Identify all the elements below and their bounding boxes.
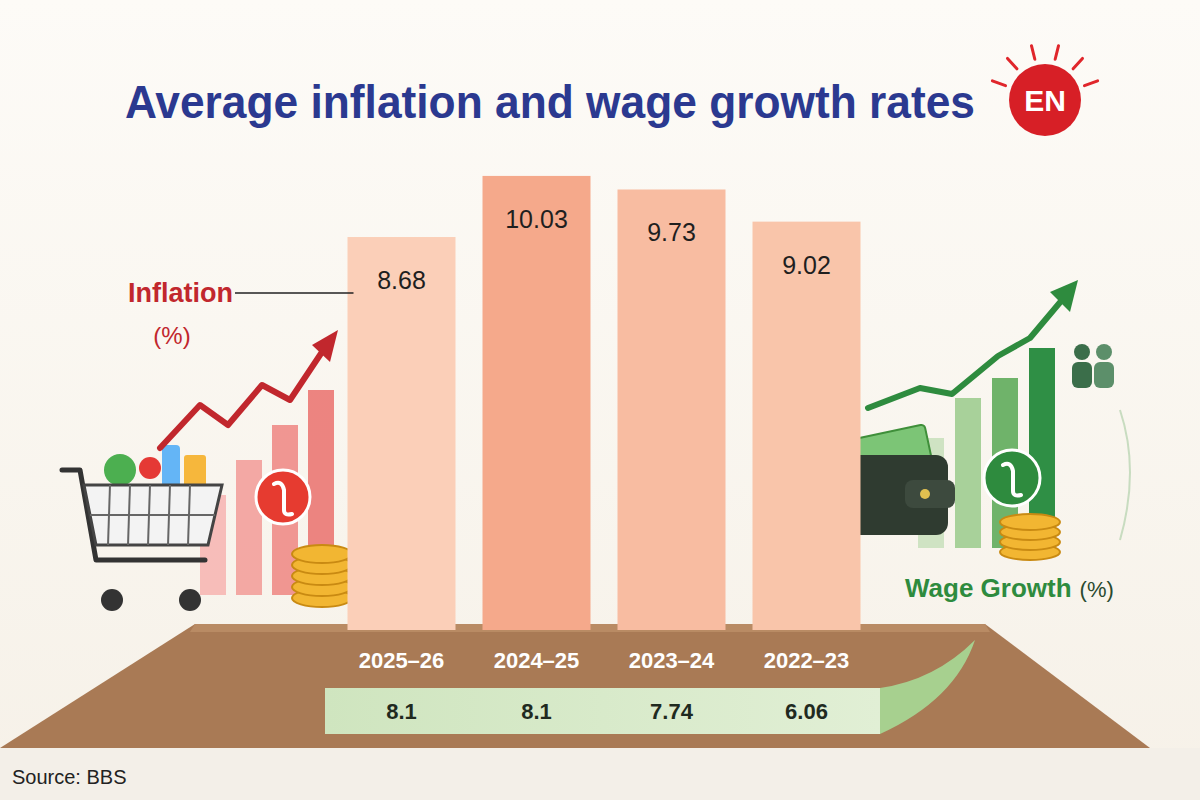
logo-ray: [1008, 58, 1017, 68]
grocery: [139, 457, 161, 479]
bar: [753, 222, 861, 630]
currency-icon: [984, 450, 1040, 506]
currency-icon: [256, 470, 310, 524]
wage-value: 6.06: [785, 699, 828, 724]
value-strip: [325, 688, 880, 734]
logo: EN: [992, 46, 1097, 136]
person: [1096, 344, 1112, 360]
logo-ray: [1084, 81, 1097, 86]
data-label: 10.03: [505, 205, 568, 233]
bars: [348, 176, 861, 630]
data-label: 8.68: [377, 266, 426, 294]
bar: [348, 237, 456, 630]
wallet-clasp: [905, 480, 955, 508]
logo-ray: [992, 81, 1005, 86]
logo-ray: [1055, 46, 1058, 60]
source: Source: BBS: [12, 766, 127, 788]
coin: [1000, 514, 1060, 530]
cart-wheel: [179, 589, 201, 611]
wage-row: 8.1 8.1 7.74 6.06 Wage Growth (%): [386, 573, 1114, 724]
deco-bar: [236, 460, 262, 595]
wage-value: 8.1: [521, 699, 552, 724]
data-label: 9.02: [782, 251, 831, 279]
deco-bar: [955, 398, 981, 548]
category-label: 2024–25: [494, 648, 580, 673]
data-label: 9.73: [647, 218, 696, 246]
inflation-decoration: [62, 330, 352, 611]
currency-glyph: [274, 483, 292, 515]
wage-value: 7.74: [650, 699, 694, 724]
trend-arrowhead: [312, 330, 338, 362]
person: [1074, 344, 1090, 360]
strip-swoosh: [880, 640, 975, 734]
category-label: 2025–26: [359, 648, 445, 673]
person: [1094, 362, 1114, 388]
series-name: Inflation: [128, 278, 233, 308]
trend-arrow: [160, 352, 322, 448]
labels: 8.68 10.03 9.73 9.02 Inflation (%) 2025–26 2024…: [128, 205, 849, 673]
cart-grid: [90, 514, 215, 516]
category-label: 2022–23: [764, 648, 850, 673]
series-name: Wage Growth: [905, 573, 1072, 603]
logo-text: EN: [1024, 84, 1066, 117]
coin: [292, 545, 352, 563]
wallet-button: [920, 489, 930, 499]
wage-value: 8.1: [386, 699, 417, 724]
wage-decoration: [830, 280, 1130, 560]
background: [0, 0, 1200, 800]
swoosh: [1120, 410, 1130, 540]
person: [1072, 362, 1092, 388]
trend-arrowhead: [1050, 280, 1078, 312]
grocery: [104, 454, 136, 486]
grocery: [184, 455, 206, 487]
cart-wheel: [101, 589, 123, 611]
series-unit: (%): [1080, 577, 1114, 602]
leader-line: [235, 292, 354, 294]
category-label: 2023–24: [629, 648, 715, 673]
title: Average inflation and wage growth rates: [125, 76, 975, 128]
trend-arrow: [868, 300, 1062, 408]
currency-glyph: [1003, 464, 1021, 496]
logo-ray: [1031, 46, 1034, 60]
series-unit: (%): [153, 322, 190, 349]
bar: [618, 189, 726, 630]
source-strip: [0, 748, 1200, 800]
bar: [483, 176, 591, 630]
chart: Average inflation and wage growth rates E…: [0, 0, 1200, 800]
grocery: [162, 445, 180, 487]
cart-basket: [84, 485, 222, 545]
logo-ray: [1073, 58, 1082, 68]
logo-circle: [1009, 64, 1081, 136]
platform: [0, 624, 1150, 748]
